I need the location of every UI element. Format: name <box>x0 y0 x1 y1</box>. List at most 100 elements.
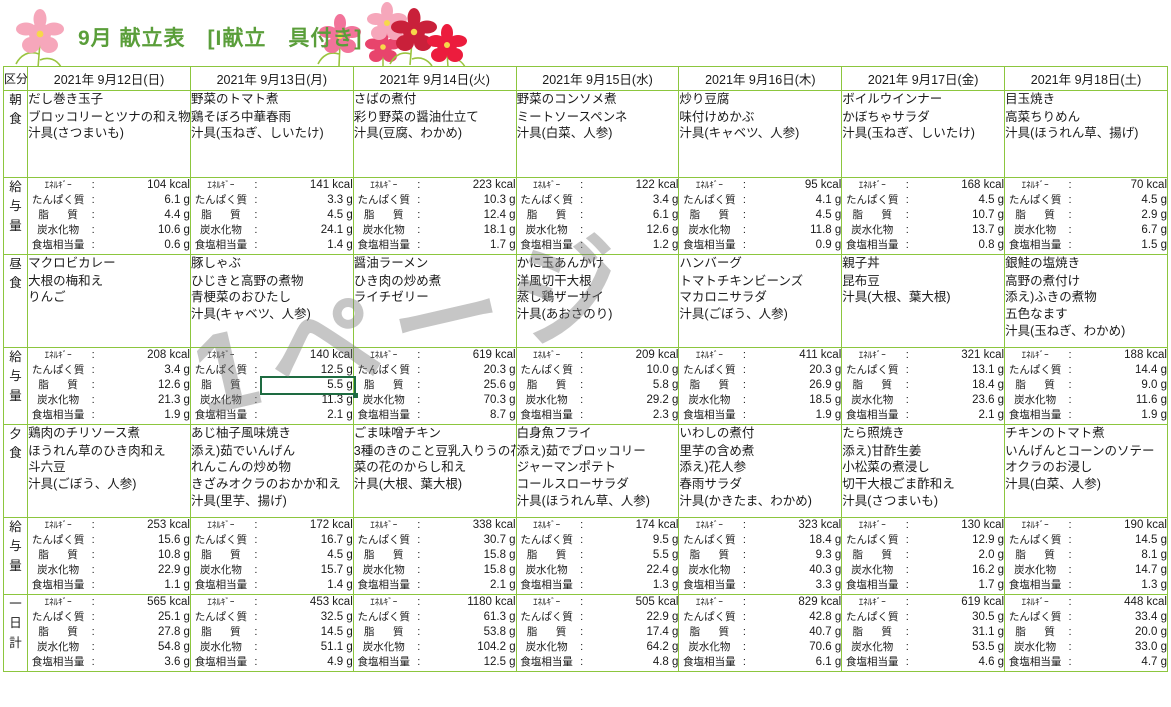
nutrition-label-carbs: 炭水化物 <box>851 224 894 236</box>
daily-total-nutrition-cell-3[interactable]: ｴﾈﾙｷﾞｰ: 505 kcal たんぱく質: 22.9 g 脂 質: 17.4 g 炭水化… <box>515 594 680 672</box>
daily-total-nutrition-cell-1[interactable]: ｴﾈﾙｷﾞｰ: 453 kcal たんぱく質: 32.5 g 脂 質: 14.5 g 炭水化… <box>189 594 354 672</box>
nutrition-label-fat: 脂 質 <box>364 626 408 638</box>
nutrition-line-energy: ｴﾈﾙｷﾞｰ: 505 kcal <box>517 596 678 611</box>
lunch-supply-nutrition-cell-1[interactable]: ｴﾈﾙｷﾞｰ: 140 kcal たんぱく質: 12.5 g 脂 質: 5.5 g 炭水化物… <box>189 347 354 425</box>
lunch-menu-cell-5[interactable]: 親子丼 昆布豆 汁具(大根、葉大根) <box>841 254 1006 348</box>
nutrition-label-carbs: 炭水化物 <box>688 394 731 406</box>
lunch-supply-nutrition-cell-3[interactable]: ｴﾈﾙｷﾞｰ: 209 kcal たんぱく質: 10.0 g 脂 質: 5.8 g 炭水化物… <box>515 347 680 425</box>
nutrition-separator: : <box>742 239 746 251</box>
dinner-supply-nutrition-cell-6[interactable]: ｴﾈﾙｷﾞｰ: 190 kcal たんぱく質: 14.5 g 脂 質: 8.1 g 炭水化物… <box>1004 517 1168 595</box>
lunch-supply-nutrition-cell-0[interactable]: ｴﾈﾙｷﾞｰ: 208 kcal たんぱく質: 3.4 g 脂 質: 12.6 g 炭水化物… <box>27 347 191 425</box>
dinner-supply-nutrition-cell-0[interactable]: ｴﾈﾙｷﾞｰ: 253 kcal たんぱく質: 15.6 g 脂 質: 10.8 g 炭水化… <box>27 517 191 595</box>
daily-total-nutrition-cell-4[interactable]: ｴﾈﾙｷﾞｰ: 829 kcal たんぱく質: 42.8 g 脂 質: 40.7 g 炭水化… <box>678 594 843 672</box>
lunch-menu-cell-2[interactable]: 醤油ラーメン ひき肉の炒め煮 ライチゼリー <box>352 254 517 348</box>
nutrition-separator: : <box>417 349 421 361</box>
breakfast-menu-cell-5[interactable]: ボイルウインナー かぼちゃサラダ 汁具(玉ねぎ、しいたけ) <box>841 90 1006 178</box>
menu-item: 汁具(ごぼう、人参) <box>28 476 137 491</box>
breakfast-menu-cell-4[interactable]: 炒り豆腐 味付けめかぶ 汁具(キャベツ、人参) <box>678 90 843 178</box>
dinner-row-label: 夕食 <box>2 424 29 518</box>
breakfast-menu-cell-1[interactable]: 野菜のトマト煮 鶏そぼろ中華春雨 汁具(玉ねぎ、しいたけ) <box>189 90 354 178</box>
daily-total-nutrition-cell-6[interactable]: ｴﾈﾙｷﾞｰ: 448 kcal たんぱく質: 33.4 g 脂 質: 20.0 g 炭水化… <box>1004 594 1168 672</box>
dinner-supply-nutrition-cell-1[interactable]: ｴﾈﾙｷﾞｰ: 172 kcal たんぱく質: 16.7 g 脂 質: 4.5 g 炭水化物… <box>189 517 354 595</box>
nutrition-separator: : <box>905 179 909 191</box>
daily-total-nutrition-cell-5[interactable]: ｴﾈﾙｷﾞｰ: 619 kcal たんぱく質: 30.5 g 脂 質: 31.1 g 炭水化… <box>841 594 1006 672</box>
breakfast-supply-nutrition-cell-2[interactable]: ｴﾈﾙｷﾞｰ: 223 kcal たんぱく質: 10.3 g 脂 質: 12.4 g 炭水化… <box>352 177 517 255</box>
menu-item: 汁具(里芋、揚げ) <box>190 493 287 508</box>
nutrition-line-fat: 脂 質: 18.4 g <box>843 378 1004 393</box>
nutrition-line-fat: 脂 質: 53.8 g <box>354 625 515 640</box>
nutrition-label-salt: 食塩相当量 <box>846 656 899 668</box>
dinner-menu-cell-2[interactable]: ごま味噌チキン 3種のきのこと豆乳入りうの花 菜の花のからし和え 汁具(大根、葉大根) <box>352 424 517 518</box>
breakfast-supply-nutrition-cell-4[interactable]: ｴﾈﾙｷﾞｰ: 95 kcal たんぱく質: 4.1 g 脂 質: 4.5 g 炭水化物: 1… <box>678 177 843 255</box>
breakfast-menu-cell-6[interactable]: 目玉焼き 高菜ちりめん 汁具(ほうれん草、揚げ) <box>1004 90 1168 178</box>
nutrition-label-fat: 脂 質 <box>1015 209 1059 221</box>
nutrition-label-fat: 脂 質 <box>526 549 571 561</box>
nutrition-separator: : <box>905 579 909 591</box>
menu-item: オクラのお浸し <box>1005 460 1093 475</box>
dinner-menu-cell-3[interactable]: 白身魚フライ 添え)茹でブロッコリー ジャーマンポテト コールスローサラダ 汁具(ほうれ… <box>515 424 680 518</box>
daily-total-nutrition-cell-0[interactable]: ｴﾈﾙｷﾞｰ: 565 kcal たんぱく質: 25.1 g 脂 質: 27.8 g 炭水化… <box>27 594 191 672</box>
nutrition-separator: : <box>580 626 584 638</box>
nutrition-value-energy: 448 kcal <box>1124 596 1167 608</box>
nutrition-line-carbs: 炭水化物: 12.6 g <box>517 223 678 238</box>
breakfast-supply-nutrition-cell-5[interactable]: ｴﾈﾙｷﾞｰ: 168 kcal たんぱく質: 4.5 g 脂 質: 10.7 g 炭水化物… <box>841 177 1006 255</box>
lunch-supply-nutrition-cell-6[interactable]: ｴﾈﾙｷﾞｰ: 188 kcal たんぱく質: 14.4 g 脂 質: 9.0 g 炭水化物… <box>1004 347 1168 425</box>
nutrition-value-salt: 0.9 g <box>815 239 842 251</box>
nutrition-line-salt: 食塩相当量: 2.3 g <box>517 408 678 423</box>
breakfast-menu-cell-0[interactable]: だし巻き玉子 ブロッコリーとツナの和え物 汁具(さつまいも) <box>27 90 191 178</box>
dinner-supply-nutrition-cell-3[interactable]: ｴﾈﾙｷﾞｰ: 174 kcal たんぱく質: 9.5 g 脂 質: 5.5 g 炭水化物:… <box>515 517 680 595</box>
dinner-supply-nutrition-cell-4[interactable]: ｴﾈﾙｷﾞｰ: 323 kcal たんぱく質: 18.4 g 脂 質: 9.3 g 炭水化物… <box>678 517 843 595</box>
dinner-menu-cell-5[interactable]: たら照焼き 添え)甘酢生姜 小松菜の煮浸し 切干大根ごま酢和え 汁具(さつまいも) <box>841 424 1006 518</box>
nutrition-value-protein: 6.1 g <box>164 194 190 206</box>
nutrition-label-fat: 脂 質 <box>1015 549 1059 561</box>
menu-item: ハンバーグ <box>679 256 742 270</box>
nutrition-line-carbs: 炭水化物: 14.7 g <box>1006 563 1166 578</box>
menu-item: 鶏そぼろ中華春雨 <box>190 109 291 124</box>
nutrition-separator: : <box>1068 364 1072 376</box>
nutrition-separator: : <box>1068 209 1072 221</box>
breakfast-supply-nutrition-cell-1[interactable]: ｴﾈﾙｷﾞｰ: 141 kcal たんぱく質: 3.3 g 脂 質: 4.5 g 炭水化物:… <box>189 177 354 255</box>
nutrition-label-energy: ｴﾈﾙｷﾞｰ <box>858 597 886 607</box>
lunch-menu-cell-3[interactable]: かに玉あんかけ 洋風切干大根 蒸し鶏ザーサイ 汁具(あおさのり) <box>515 254 680 348</box>
nutrition-separator: : <box>1068 579 1072 591</box>
nutrition-label-protein: たんぱく質 <box>1008 534 1062 546</box>
daily-total-nutrition-cell-2[interactable]: ｴﾈﾙｷﾞｰ: 1180 kcal たんぱく質: 61.3 g 脂 質: 53.8 g 炭水… <box>352 594 517 672</box>
lunch-supply-nutrition-cell-5[interactable]: ｴﾈﾙｷﾞｰ: 321 kcal たんぱく質: 13.1 g 脂 質: 18.4 g 炭水化… <box>841 347 1006 425</box>
menu-item: 添え)茹でいんげん <box>190 443 296 458</box>
nutrition-line-carbs: 炭水化物: 24.1 g <box>191 223 353 238</box>
breakfast-supply-nutrition-cell-0[interactable]: ｴﾈﾙｷﾞｰ: 104 kcal たんぱく質: 6.1 g 脂 質: 4.4 g 炭水化物:… <box>27 177 191 255</box>
dinner-menu-cell-4[interactable]: いわしの煮付 里芋の含め煮 添え)花人参 春雨サラダ 汁具(かきたま、わかめ) <box>678 424 843 518</box>
nutrition-label-energy: ｴﾈﾙｷﾞｰ <box>370 520 398 530</box>
nutrition-separator: : <box>91 394 95 406</box>
lunch-menu-cell-1[interactable]: 豚しゃぶ ひじきと高野の煮物 青梗菜のおひたし 汁具(キャベツ、人参) <box>189 254 354 348</box>
dinner-menu-cell-1[interactable]: あじ柚子風味焼き 添え)茹でいんげん れんこんの炒め物 きざみオクラのおかか和え 汁具(… <box>189 424 354 518</box>
nutrition-value-carbs: 70.3 g <box>483 394 516 406</box>
dinner-menu-cell-0[interactable]: 鶏肉のチリソース煮 ほうれん草のひき肉和え 斗六豆 汁具(ごぼう、人参) <box>27 424 191 518</box>
lunch-supply-nutrition-cell-2[interactable]: ｴﾈﾙｷﾞｰ: 619 kcal たんぱく質: 20.3 g 脂 質: 25.6 g 炭水化… <box>352 347 517 425</box>
dinner-supply-nutrition-cell-5[interactable]: ｴﾈﾙｷﾞｰ: 130 kcal たんぱく質: 12.9 g 脂 質: 2.0 g 炭水化物… <box>841 517 1006 595</box>
nutrition-value-carbs: 24.1 g <box>320 224 353 236</box>
breakfast-supply-nutrition-cell-6[interactable]: ｴﾈﾙｷﾞｰ: 70 kcal たんぱく質: 4.5 g 脂 質: 2.9 g 炭水化物: 6… <box>1004 177 1168 255</box>
lunch-menu-cell-0[interactable]: マクロビカレー 大根の梅和え りんご <box>27 254 191 348</box>
menu-table[interactable]: 区分 2021年 9月12日(日) 2021年 9月13日(月) 2021年 9月14… <box>2 66 1168 672</box>
nutrition-line-salt: 食塩相当量: 8.7 g <box>354 408 516 423</box>
lunch-menu-cell-4[interactable]: ハンバーグ トマトチキンビーンズ マカロニサラダ 汁具(ごぼう、人参) <box>678 254 843 348</box>
nutrition-value-carbs: 22.4 g <box>646 564 679 576</box>
menu-item: 銀鮭の塩焼き <box>1005 256 1081 270</box>
breakfast-menu-cell-3[interactable]: 野菜のコンソメ煮 ミートソースペンネ 汁具(白菜、人参) <box>515 90 680 178</box>
breakfast-menu-cell-2[interactable]: さばの煮付 彩り野菜の醤油仕立て 汁具(豆腐、わかめ) <box>352 90 517 178</box>
menu-item: チキンのトマト煮 <box>1005 426 1105 440</box>
menu-item: 切干大根ごま酢和え <box>842 476 955 491</box>
nutrition-label-salt: 食塩相当量 <box>520 579 573 591</box>
selection-fill-handle[interactable] <box>352 393 358 398</box>
nutrition-label-protein: たんぱく質 <box>357 534 411 546</box>
breakfast-supply-nutrition-cell-3[interactable]: ｴﾈﾙｷﾞｰ: 122 kcal たんぱく質: 3.4 g 脂 質: 6.1 g 炭水化物:… <box>515 177 680 255</box>
lunch-menu-cell-6[interactable]: 銀鮭の塩焼き 高野の煮付け 添え)ふきの煮物 五色なます 汁具(玉ねぎ、わかめ) <box>1004 254 1168 348</box>
dinner-menu-cell-6[interactable]: チキンのトマト煮 いんげんとコーンのソテー オクラのお浸し 汁具(白菜、人参) <box>1004 424 1168 518</box>
lunch-supply-nutrition-cell-4[interactable]: ｴﾈﾙｷﾞｰ: 411 kcal たんぱく質: 20.3 g 脂 質: 26.9 g 炭水化… <box>678 347 843 425</box>
nutrition-separator: : <box>742 626 746 638</box>
nutrition-value-carbs: 22.9 g <box>157 564 190 576</box>
menu-item: 野菜のトマト煮 <box>190 92 279 106</box>
nutrition-value-protein: 20.3 g <box>483 364 516 376</box>
